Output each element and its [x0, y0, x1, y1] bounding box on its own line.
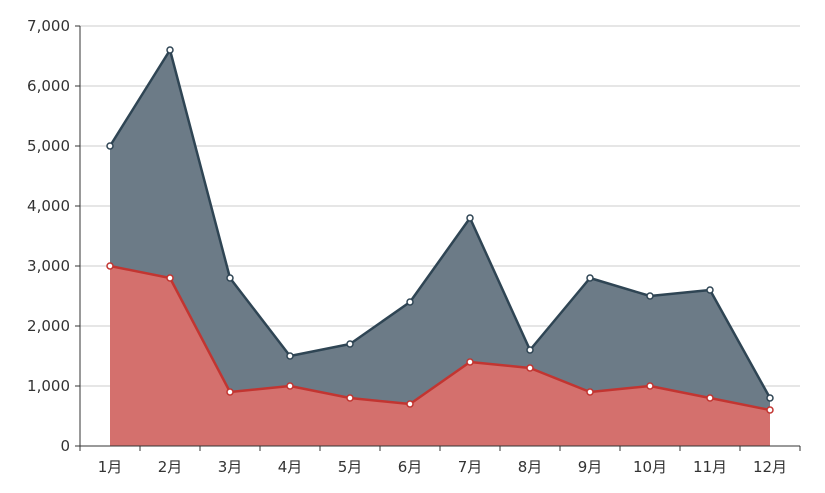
x-tick-label: 9月 — [578, 458, 603, 476]
data-point[interactable] — [526, 346, 534, 354]
series-area-0 — [110, 50, 770, 446]
y-tick-label: 7,000 — [27, 17, 70, 35]
series-lines — [108, 48, 772, 412]
x-tick-label: 12月 — [753, 458, 787, 476]
x-tick-label: 11月 — [693, 458, 727, 476]
x-tick-label: 2月 — [158, 458, 183, 476]
y-tick-label: 3,000 — [27, 257, 70, 275]
data-point[interactable] — [106, 142, 114, 150]
data-point[interactable] — [226, 388, 234, 396]
data-point[interactable] — [766, 394, 774, 402]
x-tick-label: 6月 — [398, 458, 423, 476]
y-tick-label: 2,000 — [27, 317, 70, 335]
data-point[interactable] — [586, 388, 594, 396]
data-points — [106, 46, 774, 414]
data-point[interactable] — [286, 352, 294, 360]
data-point[interactable] — [706, 394, 714, 402]
data-point[interactable] — [226, 274, 234, 282]
data-point[interactable] — [646, 292, 654, 300]
data-point[interactable] — [646, 382, 654, 390]
data-point[interactable] — [586, 274, 594, 282]
data-point[interactable] — [406, 400, 414, 408]
y-tick-label: 6,000 — [27, 77, 70, 95]
x-tick-label: 7月 — [458, 458, 483, 476]
data-point[interactable] — [286, 382, 294, 390]
data-point[interactable] — [346, 394, 354, 402]
data-point[interactable] — [766, 406, 774, 414]
data-point[interactable] — [346, 340, 354, 348]
y-tick-labels: 0 1,000 2,000 3,000 4,000 5,000 6,000 7,000 — [27, 17, 80, 455]
y-tick-label: 0 — [60, 437, 70, 455]
y-tick-label: 5,000 — [27, 137, 70, 155]
x-tick-label: 4月 — [278, 458, 303, 476]
series-area-1 — [110, 266, 770, 446]
data-point[interactable] — [166, 46, 174, 54]
series-line-0 — [108, 48, 772, 399]
x-tick-label: 10月 — [633, 458, 667, 476]
y-tick-label: 1,000 — [27, 377, 70, 395]
data-point[interactable] — [466, 358, 474, 366]
data-point[interactable] — [526, 364, 534, 372]
x-tick-label: 3月 — [218, 458, 243, 476]
data-point[interactable] — [466, 214, 474, 222]
data-point[interactable] — [406, 298, 414, 306]
x-tick-labels: 1月 2月 3月 4月 5月 6月 7月 8月 9月 10月 11月 12月 — [79, 446, 801, 476]
data-point[interactable] — [706, 286, 714, 294]
x-tick-label: 1月 — [98, 458, 123, 476]
x-tick-label: 5月 — [338, 458, 363, 476]
data-point[interactable] — [106, 262, 114, 270]
y-tick-label: 4,000 — [27, 197, 70, 215]
x-tick-label: 8月 — [518, 458, 543, 476]
series-areas — [110, 50, 770, 446]
data-point[interactable] — [166, 274, 174, 282]
series-line-1 — [109, 264, 771, 412]
